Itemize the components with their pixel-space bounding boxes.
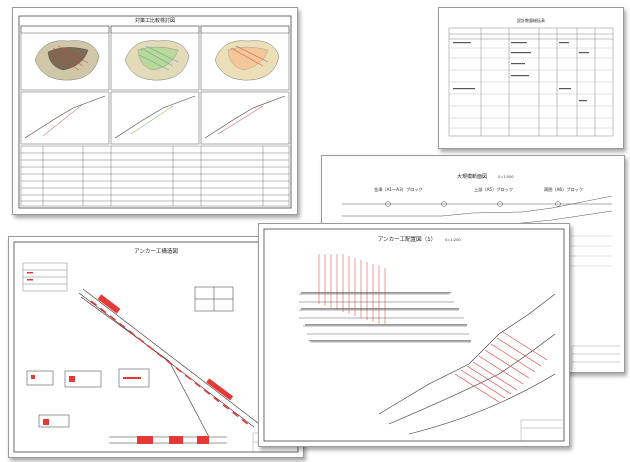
anchor-layout-title: アンカー工配置図（1） bbox=[378, 236, 436, 243]
profile-title: 大規模断面図 bbox=[457, 173, 487, 180]
comparison-sheet[interactable]: 対策工比較検討図 bbox=[12, 7, 298, 215]
profile-block-left: 金津（A1〜A3）ブロック bbox=[374, 186, 423, 193]
quantity-table-title: 設計数量総括表 bbox=[517, 17, 545, 23]
anchor-layout-sheet[interactable]: アンカー工配置図（1） S=1:200 bbox=[258, 223, 570, 447]
profile-block-right: 周囲（A6）ブロック bbox=[544, 186, 583, 193]
quantity-table-sheet[interactable]: 設計数量総括表 bbox=[438, 7, 624, 149]
profile-scale: S=1:500 bbox=[498, 175, 514, 179]
profile-block-mid: 上部（A5）ブロック bbox=[474, 186, 513, 193]
anchor-layout-drawing: アンカー工配置図（1） S=1:200 bbox=[263, 228, 565, 442]
anchor-layout-scale: S=1:200 bbox=[445, 238, 461, 242]
anchor-structure-sheet[interactable]: アンカー工構造図 bbox=[8, 236, 304, 458]
comparison-drawing: 対策工比較検討図 bbox=[18, 15, 292, 209]
quantity-table-drawing: 設計数量総括表 bbox=[448, 17, 614, 137]
comparison-title: 対策工比較検討図 bbox=[135, 17, 175, 24]
anchor-structure-title: アンカー工構造図 bbox=[134, 247, 178, 255]
